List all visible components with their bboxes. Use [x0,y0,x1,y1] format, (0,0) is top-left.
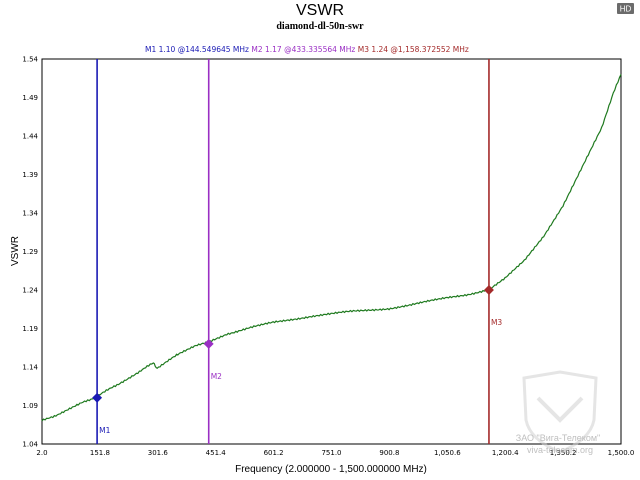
plot-area-frame [41,58,622,445]
marker-tag-m2: M2 [211,372,222,381]
x-tick-label: 1,050.6 [434,449,461,457]
marker-point-m3 [484,285,494,295]
marker-readout: M1 1.10 @144.549645 MHz M2 1.17 @433.335… [145,45,469,54]
y-tick-label: 1.09 [22,402,38,410]
y-tick-label: 1.49 [22,94,38,102]
x-tick-label: 601.2 [264,449,284,457]
chart-title: VSWR [296,2,344,19]
y-tick-label: 1.29 [22,248,38,256]
x-tick-label: 151.8 [90,449,110,457]
marker-layer: M1 M2 M3 [92,59,502,444]
series-layer [41,74,622,422]
y-tick-label: 1.54 [22,56,38,64]
marker-tag-m3: M3 [491,318,502,327]
vswr-series-line [41,74,622,422]
x-axis-label: Frequency (2.000000 - 1,500.000000 MHz) [235,464,427,475]
y-tick-label: 1.34 [22,210,38,218]
y-tick-label: 1.39 [22,171,38,179]
x-tick-label: 1,500.0 [608,449,635,457]
y-axis-label: VSWR [10,236,21,266]
x-tick-label: 751.0 [321,449,341,457]
x-tick-label: 451.4 [206,449,227,457]
marker-readout-m1: M1 1.10 @144.549645 MHz [145,45,251,54]
marker-readout-m3: M3 1.24 @1,158.372552 MHz [358,45,469,54]
marker-point-m2 [203,338,214,349]
watermark-company: ЗАО "Вига-Телеком" [516,433,600,443]
marker-tag-m1: M1 [99,426,110,435]
hd-badge-bg [617,3,634,14]
y-tick-label: 1.44 [22,133,38,141]
watermark: ЗАО "Вига-Телеком" viva-telecom.org [516,370,600,455]
watermark-site: viva-telecom.org [527,445,593,455]
shield-logo-icon [522,370,598,454]
marker-readout-m2: M2 1.17 @433.335564 MHz [251,45,357,54]
x-tick-label: 900.8 [379,449,399,457]
x-tick-label: 1,350.2 [550,449,577,457]
hd-badge[interactable]: HD [617,3,634,14]
y-tick-label: 1.14 [22,364,38,372]
axes: 2.0 151.8 301.6 451.4 601.2 751.0 900.8 1,050.6… [22,56,634,458]
x-tick-label: 1,200.4 [492,449,519,457]
y-tick-label: 1.19 [22,325,38,333]
shield-chevron-icon [536,396,584,423]
hd-badge-label: HD [620,5,632,14]
y-tick-label: 1.04 [22,441,38,449]
x-tick-label: 301.6 [148,449,169,457]
y-tick-label: 1.24 [22,287,38,295]
chart-subtitle: diamond-dl-50n-swr [276,21,364,32]
x-tick-label: 2.0 [36,449,47,457]
